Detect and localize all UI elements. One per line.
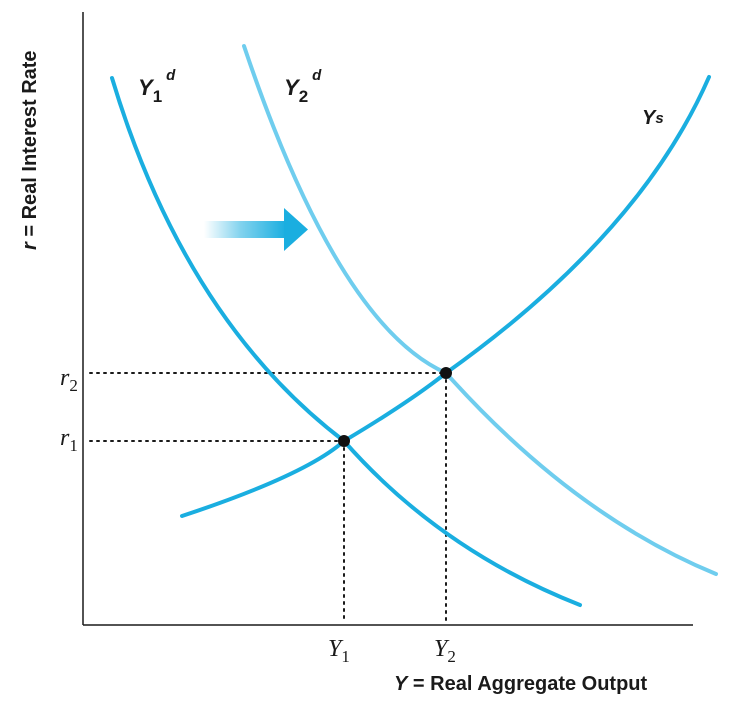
supply-label: Ys: [642, 107, 664, 129]
r2-tick-label: r2: [60, 365, 78, 395]
demand-1-label: Y1d: [138, 67, 176, 106]
y1-tick-label: Y1: [328, 636, 350, 666]
equilibrium-point-2: [440, 367, 452, 379]
demand-curve-1: [110, 76, 582, 607]
right-arrow-icon: [204, 208, 308, 251]
y-axis-title: r = Real Interest Rate: [19, 50, 41, 250]
supply-curve: [180, 75, 711, 518]
r1-tick-label: r1: [60, 425, 78, 455]
y2-tick-label: Y2: [434, 636, 456, 666]
equilibrium-point-1: [338, 435, 350, 447]
demand-2-label: Y2d: [284, 67, 322, 106]
x-axis-title: Y = Real Aggregate Output: [394, 673, 648, 695]
